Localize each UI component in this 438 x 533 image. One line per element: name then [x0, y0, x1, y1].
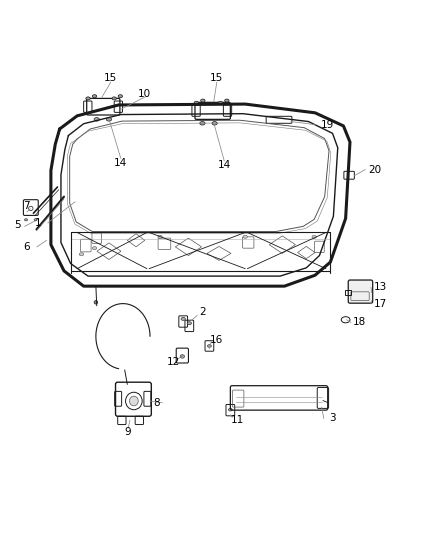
- Text: 20: 20: [369, 165, 382, 175]
- Ellipse shape: [225, 99, 229, 102]
- Text: 14: 14: [218, 160, 231, 170]
- Ellipse shape: [194, 101, 198, 104]
- Ellipse shape: [92, 95, 97, 98]
- Text: 11: 11: [231, 415, 244, 425]
- Text: 18: 18: [353, 317, 366, 327]
- Ellipse shape: [243, 235, 247, 238]
- Text: 19: 19: [321, 119, 334, 130]
- Text: 1: 1: [35, 218, 41, 228]
- Ellipse shape: [34, 219, 37, 221]
- Ellipse shape: [106, 118, 112, 121]
- Ellipse shape: [92, 247, 97, 249]
- Ellipse shape: [158, 235, 162, 238]
- Text: 3: 3: [329, 414, 336, 423]
- Text: 12: 12: [166, 357, 180, 367]
- Ellipse shape: [312, 235, 316, 238]
- Text: 15: 15: [104, 73, 117, 83]
- Text: 5: 5: [14, 220, 21, 230]
- Ellipse shape: [218, 101, 223, 104]
- Ellipse shape: [201, 99, 205, 102]
- Ellipse shape: [86, 97, 90, 100]
- Ellipse shape: [181, 317, 185, 320]
- Text: 7: 7: [23, 201, 29, 211]
- Ellipse shape: [187, 322, 191, 325]
- Ellipse shape: [180, 354, 184, 358]
- Text: 6: 6: [24, 242, 30, 252]
- Text: 9: 9: [125, 426, 131, 437]
- Ellipse shape: [25, 219, 28, 221]
- Text: 2: 2: [199, 308, 206, 317]
- Text: 8: 8: [154, 398, 160, 408]
- Text: 10: 10: [138, 89, 152, 99]
- Ellipse shape: [208, 345, 212, 348]
- Text: 15: 15: [210, 73, 223, 83]
- Ellipse shape: [79, 253, 84, 256]
- Ellipse shape: [212, 122, 217, 125]
- Ellipse shape: [228, 408, 232, 411]
- Ellipse shape: [130, 396, 138, 406]
- Text: 16: 16: [210, 335, 223, 345]
- Ellipse shape: [94, 118, 99, 121]
- Text: 14: 14: [114, 158, 127, 167]
- Ellipse shape: [118, 95, 123, 98]
- Ellipse shape: [112, 97, 117, 100]
- Text: 13: 13: [374, 282, 387, 293]
- Text: 17: 17: [374, 298, 387, 309]
- Ellipse shape: [94, 301, 98, 304]
- Ellipse shape: [200, 122, 205, 125]
- FancyBboxPatch shape: [348, 280, 373, 303]
